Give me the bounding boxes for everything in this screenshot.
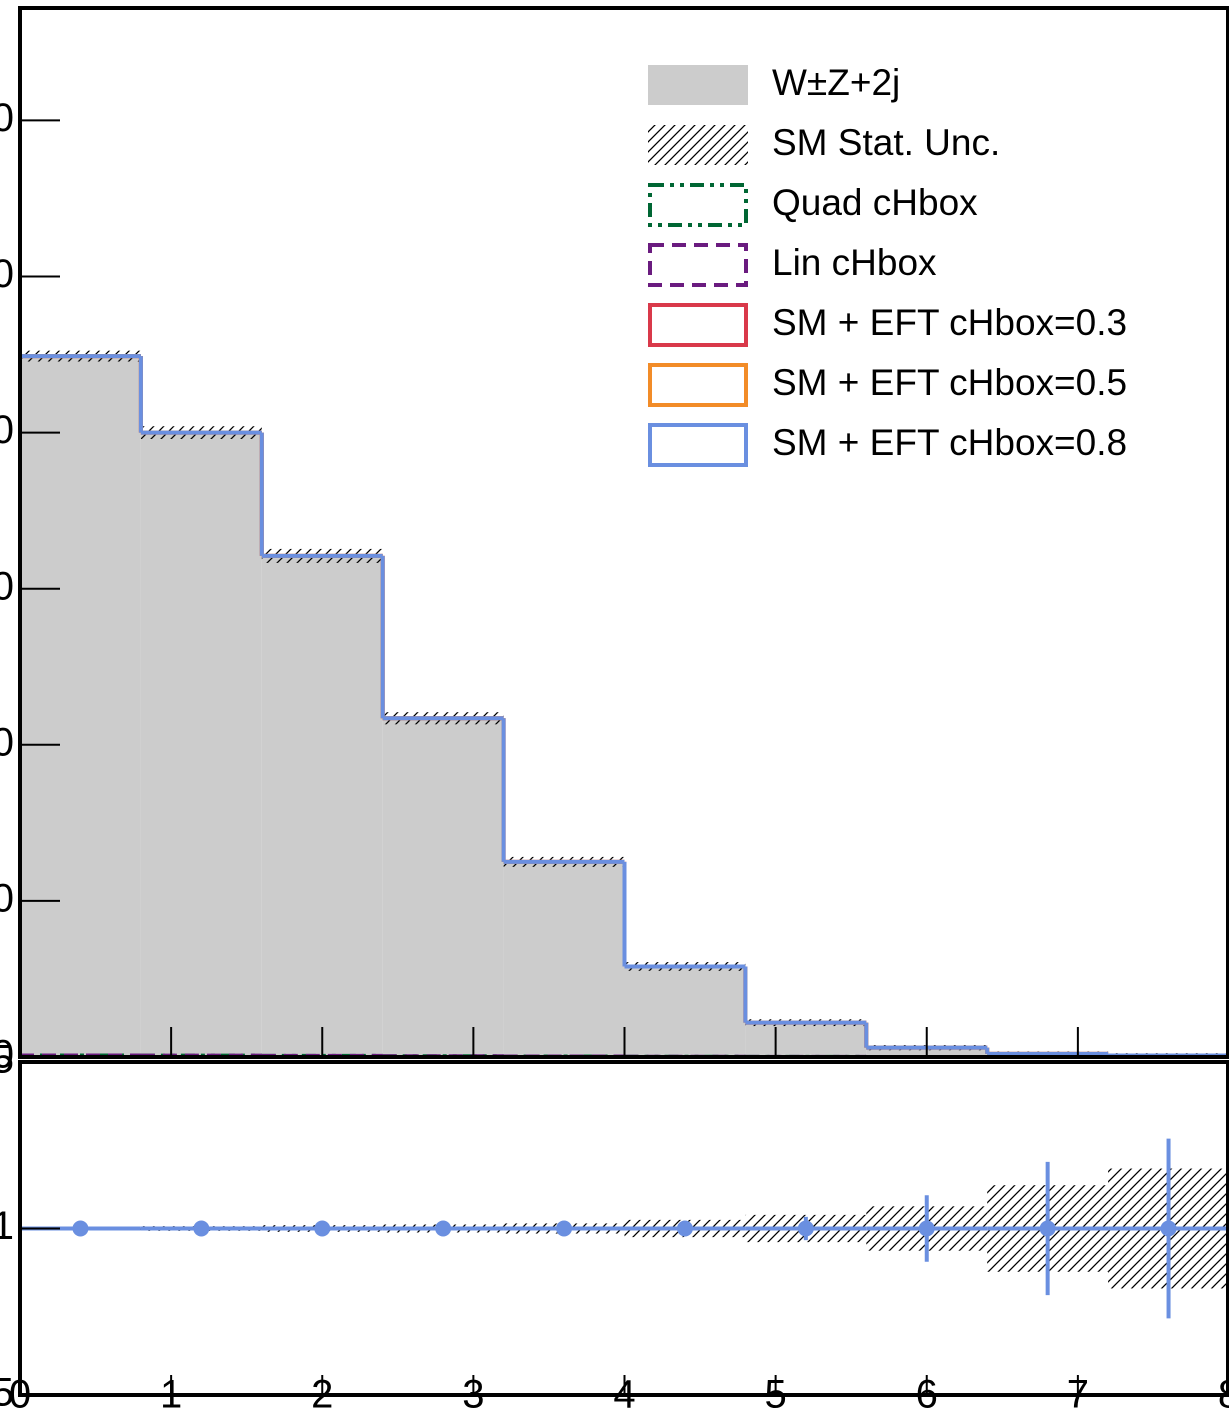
legend-label: SM + EFT cHbox=0.5 bbox=[772, 362, 1127, 403]
bar bbox=[20, 356, 141, 1057]
ratio-y-tick-label: 5 bbox=[0, 1371, 14, 1413]
x-tick-label: 3 bbox=[462, 1373, 484, 1413]
ratio-point bbox=[1160, 1220, 1177, 1237]
ratio-point bbox=[314, 1220, 331, 1237]
legend-swatch bbox=[648, 303, 748, 347]
legend-swatch bbox=[648, 65, 748, 105]
x-tick-label: 2 bbox=[311, 1373, 333, 1413]
main-pad bbox=[20, 350, 1229, 1057]
y-tick-label: 0 bbox=[0, 876, 14, 920]
ratio-point bbox=[435, 1220, 452, 1237]
bar bbox=[261, 555, 383, 1057]
x-tick-label: 1 bbox=[160, 1373, 182, 1413]
legend-label: SM + EFT cHbox=0.3 bbox=[772, 302, 1127, 343]
legend: W±Z+2j SM Stat. Unc. Quad cHbox Lin cHbox SM… bbox=[648, 62, 1127, 467]
y-tick-label: 0 bbox=[0, 564, 14, 608]
ratio-point bbox=[1039, 1220, 1056, 1237]
y-tick-label: 0 bbox=[0, 408, 14, 452]
ratio-point bbox=[72, 1220, 89, 1237]
y-tick-label: 0 bbox=[0, 96, 14, 140]
x-tick-label: 8 bbox=[1218, 1373, 1229, 1413]
ratio-point bbox=[556, 1220, 573, 1237]
ratio-point bbox=[676, 1220, 693, 1237]
legend-label: SM Stat. Unc. bbox=[772, 122, 1000, 163]
legend-label: Quad cHbox bbox=[772, 182, 978, 223]
ratio-y-tick-label: 1 bbox=[0, 1204, 14, 1248]
bar bbox=[624, 966, 746, 1057]
y-tick-label: 0 bbox=[0, 720, 14, 764]
x-tick-label: 6 bbox=[916, 1373, 938, 1413]
legend-swatch bbox=[648, 363, 748, 407]
legend-swatch bbox=[648, 125, 748, 165]
bar bbox=[140, 432, 262, 1057]
ratio-pad bbox=[20, 1138, 1229, 1319]
legend-swatch bbox=[648, 423, 748, 467]
legend-label: SM + EFT cHbox=0.8 bbox=[772, 422, 1127, 463]
legend-swatch bbox=[648, 243, 748, 287]
ratio-y-tick-label: 5 bbox=[0, 1038, 14, 1082]
x-tick-label: 7 bbox=[1067, 1373, 1089, 1413]
legend-label: Lin cHbox bbox=[772, 242, 937, 283]
legend-label: W±Z+2j bbox=[772, 62, 900, 103]
legend-swatch bbox=[648, 183, 748, 227]
y-tick-label: 0 bbox=[0, 252, 14, 296]
ratio-point bbox=[918, 1220, 935, 1237]
bar bbox=[382, 718, 504, 1057]
bar bbox=[503, 861, 625, 1057]
x-tick-label: 5 bbox=[765, 1373, 787, 1413]
x-tick-label: 0 bbox=[9, 1373, 31, 1413]
ratio-point bbox=[797, 1220, 814, 1237]
axes: 0123456780000000515 bbox=[0, 6, 1229, 1413]
bar bbox=[745, 1022, 867, 1057]
y-tick-label: 0 bbox=[0, 1033, 14, 1077]
x-tick-label: 4 bbox=[613, 1373, 635, 1413]
ratio-point bbox=[193, 1220, 210, 1237]
